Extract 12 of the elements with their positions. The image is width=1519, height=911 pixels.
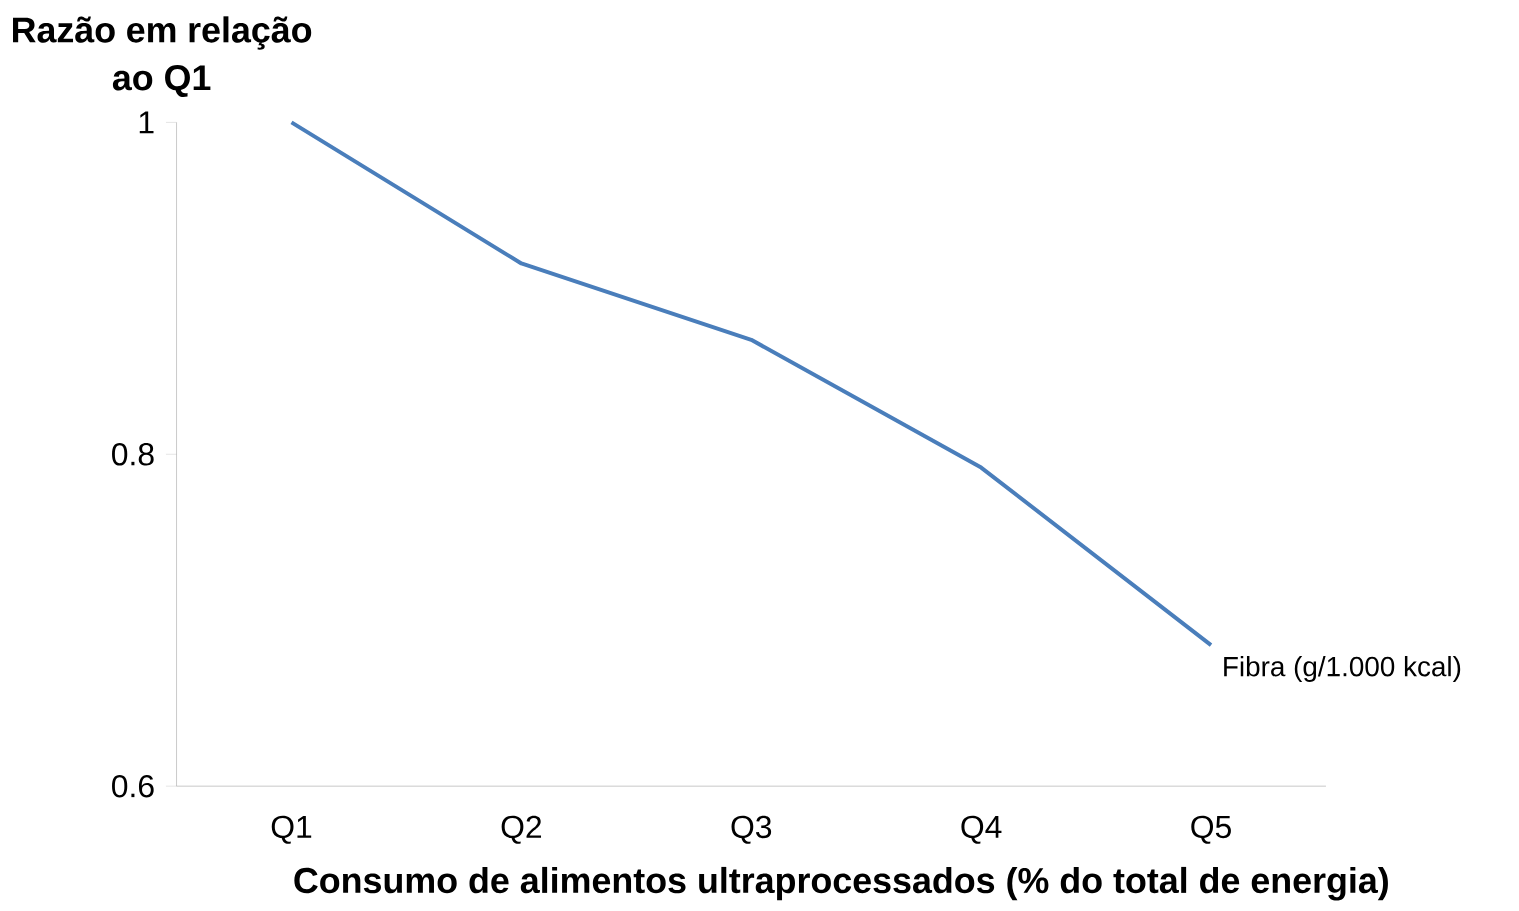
series-label: Fibra (g/1.000 kcal) — [1224, 655, 1461, 682]
x-tick-label: Q1 — [271, 815, 312, 844]
line-series — [289, 120, 1214, 648]
x-tick-label: Q4 — [961, 815, 1002, 844]
y-tick-label: 0.8 — [112, 442, 154, 466]
x-tick-label: Q5 — [1191, 815, 1231, 844]
x-axis-title: Consumo de alimentos ultraprocessados (% do total de energia) — [294, 866, 1388, 901]
y-tick-label: 0.6 — [112, 774, 154, 798]
y-axis-title: Razão em relação ao Q1 — [13, 16, 312, 98]
x-tick-label: Q2 — [501, 815, 542, 844]
y-tick-label: 1 — [139, 111, 154, 134]
x-tick-label: Q3 — [731, 815, 772, 844]
